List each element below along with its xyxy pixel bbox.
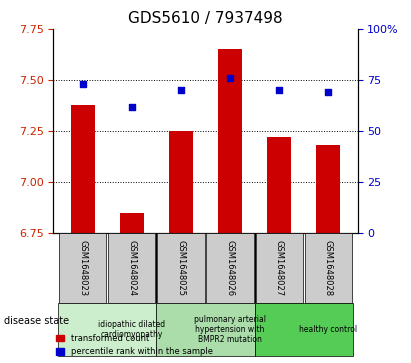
FancyBboxPatch shape bbox=[256, 233, 302, 303]
Point bbox=[276, 87, 282, 93]
Point bbox=[227, 75, 233, 81]
Text: GSM1648028: GSM1648028 bbox=[323, 240, 332, 296]
FancyBboxPatch shape bbox=[58, 303, 157, 356]
Text: GSM1648024: GSM1648024 bbox=[127, 240, 136, 296]
Title: GDS5610 / 7937498: GDS5610 / 7937498 bbox=[128, 12, 283, 26]
FancyBboxPatch shape bbox=[109, 233, 155, 303]
Text: healthy control: healthy control bbox=[299, 325, 357, 334]
Bar bbox=[316, 146, 340, 233]
Text: idiopathic dilated
cardiomyopathy: idiopathic dilated cardiomyopathy bbox=[98, 320, 166, 339]
FancyBboxPatch shape bbox=[206, 233, 254, 303]
Text: GSM1648027: GSM1648027 bbox=[275, 240, 284, 296]
Bar bbox=[267, 137, 291, 233]
Text: pulmonary arterial
hypertension with
BMPR2 mutation: pulmonary arterial hypertension with BMP… bbox=[194, 315, 266, 344]
Point bbox=[80, 81, 86, 87]
Legend: transformed count, percentile rank within the sample: transformed count, percentile rank withi… bbox=[53, 332, 215, 359]
Bar bbox=[71, 105, 95, 233]
Point bbox=[129, 104, 135, 110]
Text: GSM1648026: GSM1648026 bbox=[226, 240, 235, 296]
FancyBboxPatch shape bbox=[254, 303, 353, 356]
FancyBboxPatch shape bbox=[305, 233, 352, 303]
FancyBboxPatch shape bbox=[157, 303, 254, 356]
Point bbox=[325, 89, 331, 95]
Bar bbox=[169, 131, 193, 233]
Text: disease state: disease state bbox=[4, 316, 69, 326]
FancyBboxPatch shape bbox=[157, 233, 205, 303]
Text: GSM1648023: GSM1648023 bbox=[79, 240, 88, 296]
Bar bbox=[120, 213, 144, 233]
Text: GSM1648025: GSM1648025 bbox=[176, 240, 185, 296]
Bar bbox=[218, 49, 242, 233]
FancyBboxPatch shape bbox=[59, 233, 106, 303]
Point bbox=[178, 87, 184, 93]
